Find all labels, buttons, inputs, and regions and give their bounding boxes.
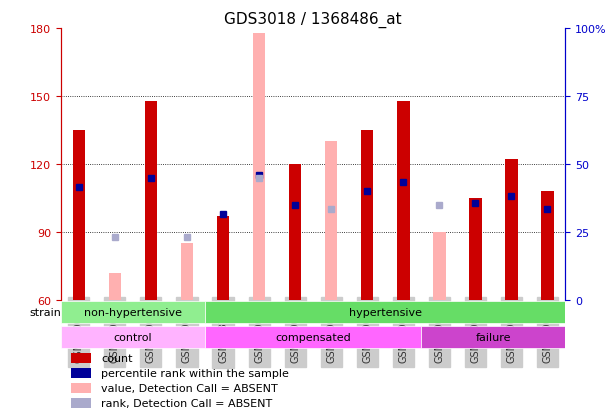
Text: value, Detection Call = ABSENT: value, Detection Call = ABSENT — [101, 383, 278, 393]
Bar — [361, 131, 373, 300]
Bar — [71, 383, 91, 393]
Text: percentile rank within the sample: percentile rank within the sample — [101, 368, 289, 378]
Bar — [71, 398, 91, 408]
Bar — [505, 160, 517, 300]
Bar — [72, 131, 85, 300]
Bar — [253, 33, 265, 300]
Bar — [109, 273, 121, 300]
Bar — [397, 101, 410, 300]
Bar — [421, 326, 565, 348]
Bar — [145, 101, 157, 300]
Bar — [433, 233, 446, 300]
Text: non-hypertensive: non-hypertensive — [84, 308, 182, 318]
Text: strain: strain — [29, 308, 61, 318]
Text: count: count — [101, 353, 133, 363]
Text: hypertensive: hypertensive — [349, 308, 422, 318]
Bar — [61, 301, 205, 323]
Bar — [541, 192, 554, 300]
Bar — [216, 217, 229, 300]
Bar — [71, 354, 91, 363]
Text: control: control — [114, 332, 152, 342]
Bar — [181, 244, 193, 300]
Bar — [289, 165, 302, 300]
Text: rank, Detection Call = ABSENT: rank, Detection Call = ABSENT — [101, 398, 272, 408]
Bar — [61, 326, 205, 348]
Title: GDS3018 / 1368486_at: GDS3018 / 1368486_at — [224, 12, 402, 28]
Bar — [71, 368, 91, 378]
Text: compensated: compensated — [275, 332, 351, 342]
Text: failure: failure — [475, 332, 511, 342]
Bar — [325, 142, 337, 300]
Bar — [205, 301, 565, 323]
Bar — [469, 199, 482, 300]
Bar — [205, 326, 421, 348]
